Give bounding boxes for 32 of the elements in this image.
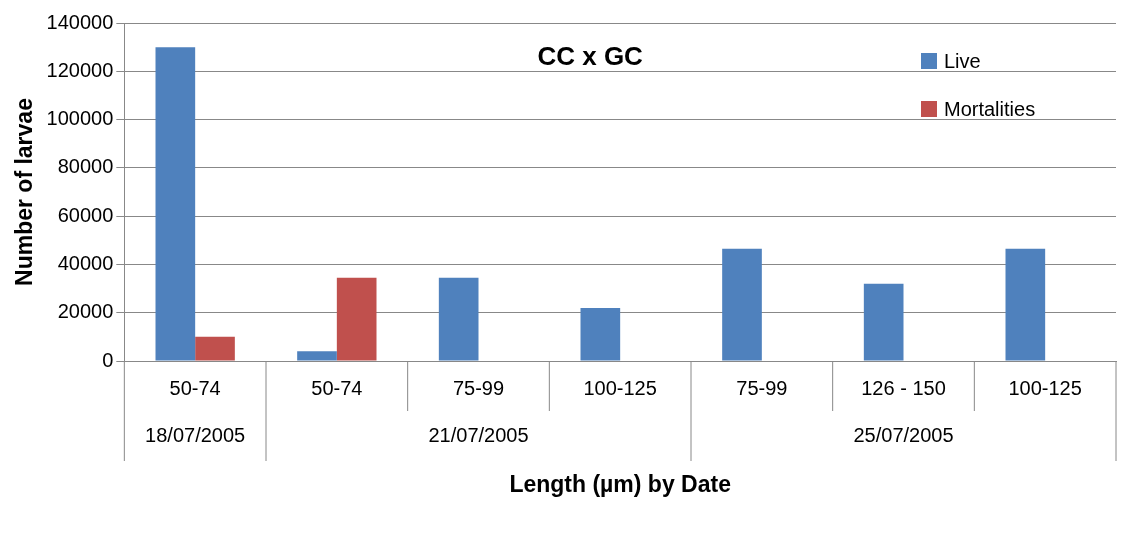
x-tick-label: 50-74 [311, 376, 363, 399]
bar [336, 277, 377, 361]
bar [863, 283, 904, 361]
x-axis-title: Length (µm) by Date [509, 471, 731, 498]
text: CC x GC [537, 41, 644, 72]
bar [580, 307, 621, 361]
bar [297, 351, 337, 361]
x-tick-label: 126 - 150 [861, 376, 946, 399]
y-axis-title: Number of larvae [11, 98, 38, 286]
bar [155, 47, 196, 361]
y-tick-label: 60000 [57, 203, 114, 226]
y-tick-label: 20000 [57, 300, 114, 323]
bar [438, 277, 479, 361]
legend-label: Live [944, 49, 981, 72]
bar [195, 336, 235, 361]
text: 25/07/2005 [853, 423, 954, 446]
text: 21/07/2005 [428, 423, 529, 446]
x-tick-label: 75-99 [736, 376, 788, 399]
y-tick-label: 0 [102, 348, 114, 371]
x-tick-label: 100-125 [583, 376, 657, 399]
x-tick-label: 50-74 [169, 376, 221, 399]
bar [1005, 248, 1046, 361]
y-tick-label: 80000 [57, 155, 114, 178]
x-tick-label: 100-125 [1008, 376, 1082, 399]
text: 18/07/2005 [145, 423, 246, 446]
y-tick-label: 100000 [46, 107, 114, 130]
y-tick-label: 140000 [46, 10, 114, 33]
x-tick-label: 75-99 [452, 376, 505, 399]
y-tick-label: 40000 [57, 251, 114, 274]
legend-label: Mortalities [944, 97, 1036, 120]
y-tick-label: 120000 [46, 58, 114, 81]
bar [722, 248, 762, 361]
